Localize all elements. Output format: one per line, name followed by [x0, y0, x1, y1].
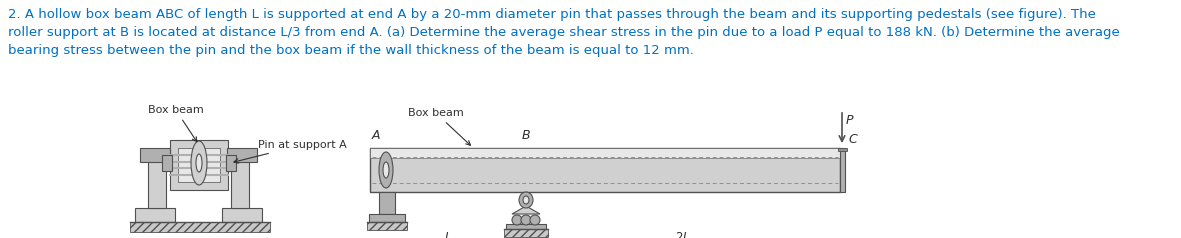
- Bar: [178, 148, 220, 182]
- Text: Pin at support A: Pin at support A: [234, 140, 347, 163]
- Text: 2. A hollow box beam ABC of length L is supported at end A by a 20-mm diameter p: 2. A hollow box beam ABC of length L is …: [8, 8, 1120, 57]
- Ellipse shape: [513, 215, 522, 225]
- Bar: [231, 160, 249, 208]
- Text: Box beam: Box beam: [148, 105, 204, 142]
- Ellipse shape: [518, 192, 533, 208]
- Bar: [148, 160, 167, 208]
- Text: C: C: [848, 133, 856, 146]
- Text: Box beam: Box beam: [407, 108, 470, 145]
- Ellipse shape: [196, 154, 202, 172]
- Bar: [840, 148, 844, 192]
- Bar: [504, 229, 548, 237]
- Ellipse shape: [530, 215, 540, 225]
- Text: P: P: [846, 114, 854, 127]
- Ellipse shape: [521, 215, 531, 225]
- Bar: [370, 148, 840, 192]
- Bar: [141, 148, 170, 162]
- Text: $2L$: $2L$: [676, 231, 691, 238]
- Bar: [227, 148, 257, 162]
- Bar: [379, 192, 394, 214]
- Bar: [162, 155, 172, 171]
- Bar: [222, 208, 262, 222]
- Text: A: A: [372, 129, 380, 142]
- Bar: [226, 155, 236, 171]
- Bar: [367, 222, 407, 230]
- Bar: [839, 148, 847, 151]
- Ellipse shape: [523, 196, 529, 204]
- Ellipse shape: [379, 152, 393, 188]
- Bar: [370, 148, 840, 158]
- Bar: [505, 224, 546, 229]
- Bar: [170, 140, 228, 190]
- Text: B: B: [522, 129, 530, 142]
- Text: $L$: $L$: [444, 231, 452, 238]
- Bar: [130, 222, 270, 232]
- Polygon shape: [513, 206, 540, 214]
- Ellipse shape: [383, 162, 389, 178]
- Bar: [135, 208, 175, 222]
- Ellipse shape: [191, 141, 207, 185]
- Bar: [368, 214, 405, 222]
